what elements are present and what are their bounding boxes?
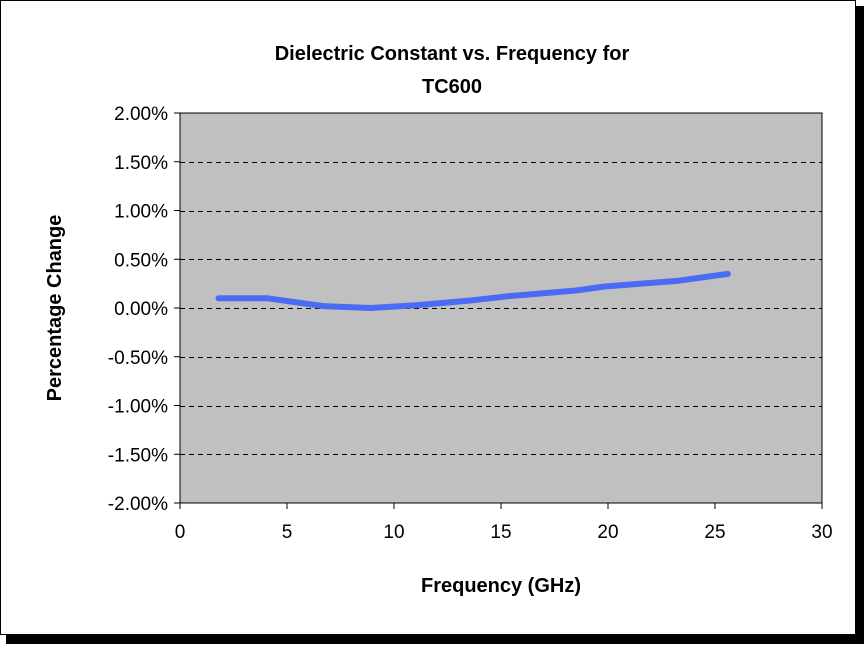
- series-line-0: [215, 270, 731, 311]
- y-tick-label-8: -2.00%: [108, 494, 168, 515]
- y-tick-label-1: 1.50%: [114, 153, 168, 174]
- y-tick-label-5: -0.50%: [108, 348, 168, 369]
- series-layer: [215, 270, 731, 311]
- plot-area: [179, 112, 823, 504]
- tick-layer: 2.00% 1.50% 1.00% 0.50% 0.00% -0.50% -1.00% -1.…: [108, 104, 833, 543]
- x-tick-label-5: 25: [704, 522, 725, 543]
- y-tick-label-4: 0.00%: [114, 299, 168, 320]
- x-tick-label-3: 15: [490, 522, 511, 543]
- x-tick-label-0: 0: [175, 522, 186, 543]
- y-tick-label-2: 1.00%: [114, 202, 168, 223]
- y-tick-label-0: 2.00%: [114, 104, 168, 125]
- x-tick-label-1: 5: [282, 522, 293, 543]
- x-tick-label-6: 30: [811, 522, 832, 543]
- y-tick-label-6: -1.00%: [108, 397, 168, 418]
- y-axis-title: Percentage Change: [44, 215, 66, 402]
- x-tick-label-4: 20: [597, 522, 618, 543]
- x-tick-label-2: 10: [383, 522, 404, 543]
- grid-layer: [180, 162, 822, 455]
- x-axis-title: Frequency (GHz): [421, 575, 581, 597]
- y-tick-label-7: -1.50%: [108, 445, 168, 466]
- y-tick-label-3: 0.50%: [114, 250, 168, 271]
- chart-title-line-2: TC600: [422, 76, 482, 98]
- chart-title-line-1: Dielectric Constant vs. Frequency for: [275, 43, 630, 65]
